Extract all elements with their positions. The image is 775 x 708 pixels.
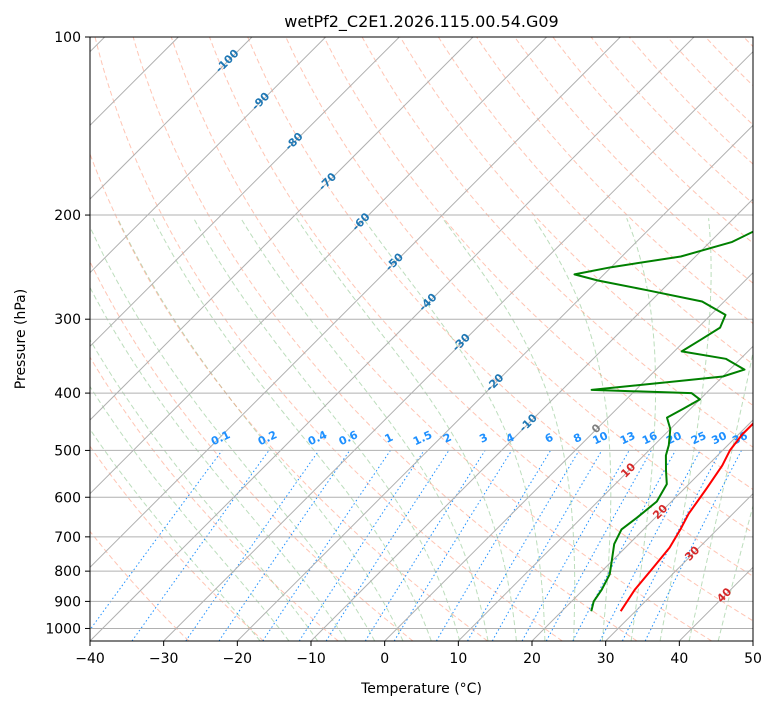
dry-adiabat bbox=[90, 152, 488, 641]
moist-adiabat bbox=[240, 217, 489, 641]
profile-lines bbox=[573, 230, 753, 612]
x-tick-label: 20 bbox=[523, 651, 541, 667]
dry-adiabat bbox=[437, 37, 753, 365]
dry-adiabat bbox=[247, 37, 753, 577]
plot-frame bbox=[89, 36, 754, 642]
mixing-ratio-line bbox=[393, 450, 513, 641]
isotherm-gridline bbox=[310, 198, 753, 641]
x-tick-label: −20 bbox=[223, 651, 253, 667]
x-axis: −40 −30 −20 −10 0 10 20 30 40 50 bbox=[75, 641, 762, 667]
moist-adiabat bbox=[90, 286, 347, 641]
mixing-ratio-label: 30 bbox=[710, 429, 730, 447]
y-axis: 100 200 300 400 500 600 700 800 900 1000 bbox=[45, 30, 90, 637]
mixing-ratio-line bbox=[90, 450, 223, 631]
mixing-ratio-line bbox=[572, 450, 676, 641]
dry-adiabat bbox=[209, 37, 753, 622]
moist-adiabat bbox=[626, 218, 656, 641]
dry-adiabat bbox=[90, 530, 190, 641]
x-tick-label: 30 bbox=[597, 651, 615, 667]
chart-title: wetPf2_C2E1.2026.115.00.54.G09 bbox=[284, 12, 558, 32]
x-tick-label: −10 bbox=[296, 651, 326, 667]
y-tick-label: 900 bbox=[54, 594, 81, 610]
dry-adiabat bbox=[590, 37, 753, 205]
moist-adiabat bbox=[688, 350, 753, 641]
dry-adiabat bbox=[132, 37, 638, 641]
isotherm-gridline bbox=[90, 37, 327, 274]
isotherm-gridline bbox=[457, 345, 753, 641]
mixing-ratio-line bbox=[521, 450, 630, 641]
moist-adiabat bbox=[90, 225, 376, 641]
dry-adiabat bbox=[90, 356, 339, 641]
dry-adiabat bbox=[94, 37, 563, 641]
plot-background bbox=[90, 37, 753, 641]
mixing-ratio-line bbox=[467, 450, 580, 641]
y-tick-label: 700 bbox=[54, 530, 81, 546]
dry-adiabat bbox=[476, 37, 753, 325]
mixing-ratio-line bbox=[364, 450, 486, 641]
x-tick-label: −30 bbox=[149, 651, 179, 667]
dry-adiabat bbox=[323, 37, 753, 491]
mixing-ratio-label: 10 bbox=[591, 429, 611, 447]
moist-adiabat bbox=[362, 217, 546, 641]
moist-adiabat bbox=[659, 218, 712, 641]
isotherm-gridline bbox=[90, 37, 400, 348]
moist-adiabat bbox=[90, 338, 319, 641]
mixing-ratio-line bbox=[131, 450, 270, 641]
mixing-ratio-line bbox=[325, 450, 450, 641]
dry-adiabat bbox=[170, 37, 712, 641]
y-tick-label: 1000 bbox=[45, 621, 81, 637]
x-tick-label: 10 bbox=[449, 651, 467, 667]
y-tick-label: 600 bbox=[54, 490, 81, 506]
background-lines bbox=[90, 37, 753, 641]
isotherm-gridline bbox=[90, 37, 621, 569]
y-tick-label: 300 bbox=[54, 312, 81, 328]
y-axis-label: Pressure (hPa) bbox=[13, 289, 29, 389]
moist-adiabat bbox=[717, 504, 753, 641]
moist-adiabat bbox=[117, 217, 404, 641]
isotherm-gridline bbox=[531, 419, 753, 641]
moist-adiabat bbox=[90, 428, 261, 641]
dry-adiabat bbox=[285, 37, 753, 534]
y-tick-label: 400 bbox=[54, 386, 81, 402]
x-tick-label: −40 bbox=[75, 651, 105, 667]
isotherm-gridline bbox=[384, 271, 753, 641]
isotherm-gridline bbox=[236, 124, 753, 641]
dry-adiabat bbox=[90, 260, 414, 641]
dry-adiabat bbox=[399, 37, 753, 407]
x-tick-label: 0 bbox=[380, 651, 389, 667]
y-tick-label: 100 bbox=[54, 30, 81, 46]
y-tick-label: 500 bbox=[54, 443, 81, 459]
isotherm-gridline bbox=[752, 640, 753, 641]
dry-adiabat bbox=[552, 37, 753, 244]
isotherm-gridline bbox=[605, 492, 753, 641]
y-tick-label: 200 bbox=[54, 208, 81, 224]
moist-adiabat bbox=[90, 385, 290, 641]
x-axis-label: Temperature (°C) bbox=[360, 681, 482, 697]
isotherm-gridline bbox=[90, 37, 474, 421]
moist-adiabat bbox=[442, 217, 576, 641]
mixing-ratio-line bbox=[435, 450, 552, 641]
mixing-ratio-label: 16 bbox=[640, 429, 660, 447]
x-tick-label: 50 bbox=[744, 651, 762, 667]
isotherm-gridline bbox=[90, 37, 548, 495]
mixing-ratio-line bbox=[218, 450, 351, 641]
mixing-ratio-label: 13 bbox=[618, 429, 637, 447]
mixing-ratio-label: 25 bbox=[689, 429, 708, 447]
dewpoint-line bbox=[573, 230, 753, 612]
isotherm-gridline bbox=[90, 37, 695, 641]
isotherm-gridline bbox=[163, 50, 753, 641]
y-tick-label: 800 bbox=[54, 564, 81, 580]
moist-adiabat bbox=[533, 217, 612, 641]
isotherm-gridline bbox=[90, 37, 253, 200]
temperature-line bbox=[619, 422, 753, 612]
moist-adiabat bbox=[193, 217, 461, 641]
mixing-ratio-line bbox=[491, 450, 603, 641]
x-tick-label: 40 bbox=[670, 651, 688, 667]
moist-adiabat bbox=[152, 217, 432, 641]
